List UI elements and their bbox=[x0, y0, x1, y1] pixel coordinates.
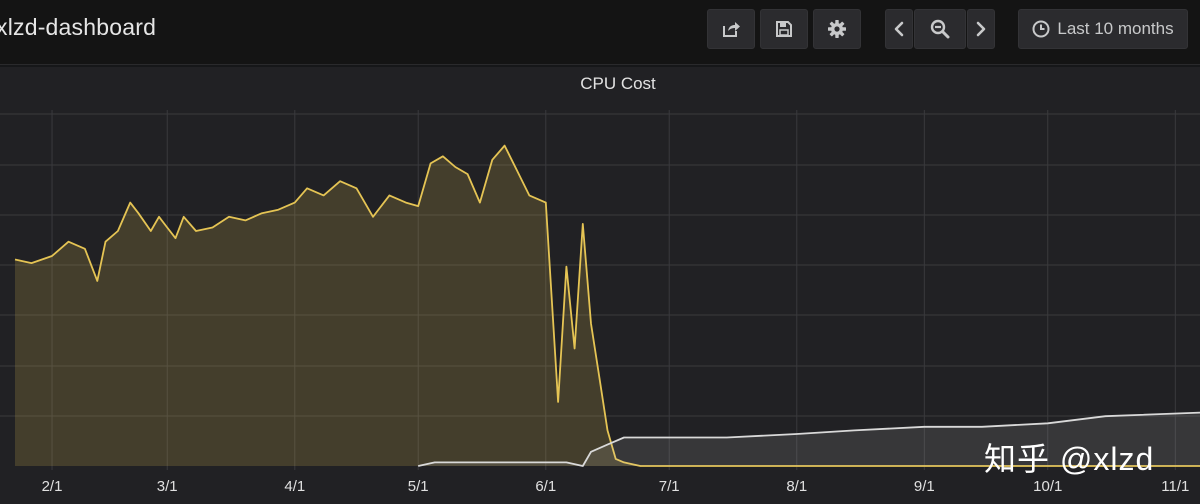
gear-icon bbox=[827, 19, 847, 39]
x-tick-label: 11/1 bbox=[1161, 478, 1189, 495]
time-forward-button[interactable] bbox=[967, 9, 995, 49]
x-tick-label: 3/1 bbox=[157, 478, 178, 495]
chevron-right-icon bbox=[975, 21, 987, 37]
x-tick-label: 10/1 bbox=[1033, 478, 1062, 495]
series-line-0 bbox=[14, 144, 1200, 467]
share-icon bbox=[721, 20, 741, 38]
x-tick-label: 9/1 bbox=[914, 478, 935, 495]
x-tick-label: 7/1 bbox=[659, 478, 680, 495]
clock-icon bbox=[1032, 20, 1050, 38]
chart-grid bbox=[0, 110, 1200, 470]
time-range-label: Last 10 months bbox=[1057, 19, 1174, 38]
zoom-out-icon bbox=[930, 19, 950, 39]
x-axis-ticks: 2/1 3/1 4/1 5/1 6/1 7/1 8/1 9/1 10/1 11/1 bbox=[42, 478, 1190, 495]
x-tick-label: 6/1 bbox=[535, 478, 556, 495]
panel-title[interactable]: CPU Cost bbox=[580, 74, 656, 93]
watermark: 知乎 @xlzd bbox=[984, 441, 1155, 477]
top-navbar: xlzd-dashboard bbox=[0, 0, 1200, 65]
x-tick-label: 2/1 bbox=[42, 478, 63, 495]
chart-series bbox=[14, 144, 1200, 467]
dashboard-title[interactable]: xlzd-dashboard bbox=[0, 14, 157, 40]
zoom-out-button[interactable] bbox=[914, 9, 966, 49]
x-tick-label: 5/1 bbox=[408, 478, 429, 495]
x-tick-label: 8/1 bbox=[786, 478, 807, 495]
share-button[interactable] bbox=[707, 9, 755, 49]
save-button[interactable] bbox=[760, 9, 808, 49]
time-back-button[interactable] bbox=[885, 9, 913, 49]
graph-panel bbox=[0, 67, 1200, 504]
series-line-1 bbox=[418, 411, 1200, 467]
time-range-picker[interactable]: Last 10 months bbox=[1018, 9, 1188, 49]
settings-button[interactable] bbox=[813, 9, 861, 49]
series-area-0 bbox=[15, 145, 1200, 466]
chevron-left-icon bbox=[893, 21, 905, 37]
x-tick-label: 4/1 bbox=[284, 478, 305, 495]
save-icon bbox=[775, 20, 793, 38]
